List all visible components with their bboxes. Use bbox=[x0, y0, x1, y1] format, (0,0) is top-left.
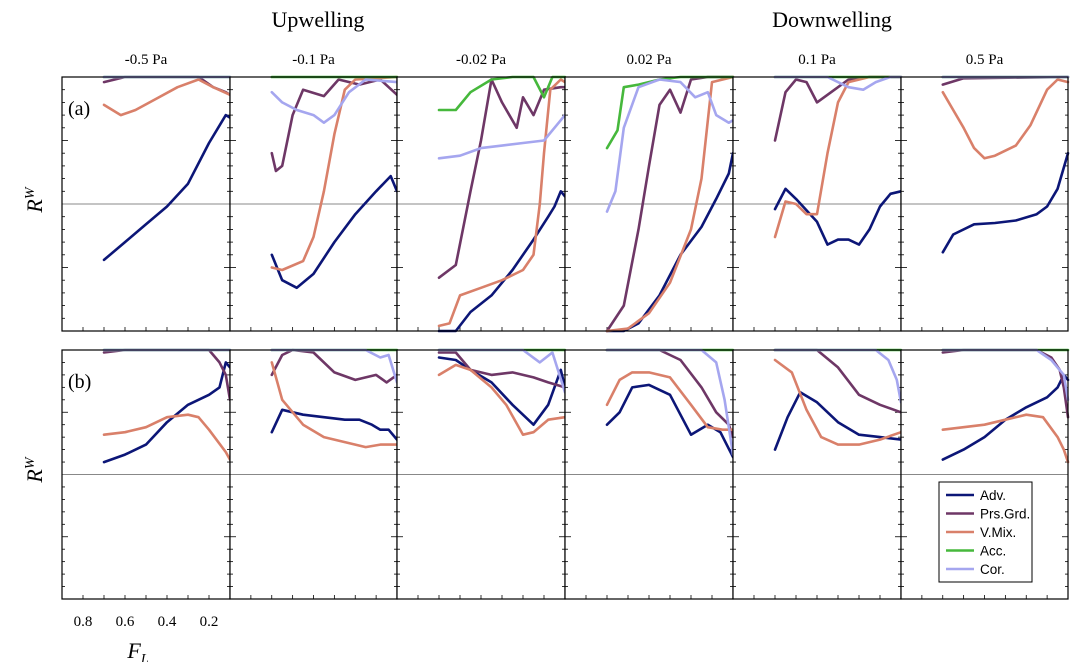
series-line-v-mix bbox=[437, 78, 567, 328]
x-tick-label: 0.6 bbox=[116, 614, 135, 630]
panel-grid: (a) (b) 0.8 0.6 0.4 0.2 bbox=[61, 75, 1070, 630]
legend-label-cor: Cor. bbox=[980, 562, 1005, 577]
series-line-cor bbox=[270, 78, 399, 124]
series-line-prs-grd bbox=[437, 351, 567, 389]
panel-b-0-1-pa bbox=[229, 348, 399, 600]
column-title-0-5-pa: 0.5 Pa bbox=[966, 52, 1004, 68]
panel-frame bbox=[900, 349, 1069, 600]
series-line-v-mix bbox=[941, 413, 1070, 464]
panel-b-0-5-pa: (b) bbox=[61, 348, 232, 600]
column-title-0-1-pa: -0.1 Pa bbox=[292, 52, 335, 68]
series-line-cor bbox=[437, 113, 567, 160]
column-title-0-5-pa: -0.5 Pa bbox=[125, 52, 168, 68]
series-line-v-mix bbox=[102, 78, 232, 117]
series-line-v-mix bbox=[102, 413, 232, 461]
panel-a-0-1-pa bbox=[229, 75, 399, 332]
legend-label-adv: Adv. bbox=[980, 488, 1006, 503]
series-line-v-mix bbox=[605, 371, 735, 431]
series-line-cor bbox=[605, 78, 735, 213]
x-tick-label: 0.8 bbox=[74, 614, 93, 630]
series-line-adv bbox=[270, 174, 399, 290]
series-line-v-mix bbox=[270, 75, 399, 272]
panel-a-0-02-pa bbox=[396, 75, 567, 333]
column-title-0-02-pa: 0.02 Pa bbox=[627, 52, 672, 68]
panel-label: (b) bbox=[68, 371, 91, 393]
column-titles: -0.5 Pa -0.1 Pa -0.02 Pa 0.02 Pa 0.1 Pa 0.5 P… bbox=[125, 52, 1004, 68]
series-line-adv bbox=[437, 356, 567, 426]
panel-a-0-1-pa bbox=[732, 75, 903, 332]
series-line-v-mix bbox=[773, 358, 903, 446]
panel-b-0-02-pa bbox=[564, 348, 735, 600]
y-axis-label-b: RW bbox=[22, 456, 47, 483]
series-line-v-mix bbox=[270, 361, 399, 449]
y-axis-label-a: RW bbox=[22, 186, 47, 213]
series-line-v-mix bbox=[773, 75, 903, 239]
legend-label-v-mix: V.Mix. bbox=[980, 525, 1016, 540]
x-tick-label: 0.2 bbox=[200, 614, 219, 630]
legend-label-prs-grd: Prs.Grd. bbox=[980, 507, 1030, 522]
group-title-downwelling: Downwelling bbox=[772, 7, 892, 32]
panel-a-0-5-pa bbox=[900, 75, 1070, 332]
series-line-v-mix bbox=[941, 78, 1070, 160]
series-line-adv bbox=[102, 113, 232, 262]
series-line-v-mix bbox=[437, 363, 567, 436]
panel-a-0-5-pa: (a) bbox=[61, 75, 232, 332]
column-title-0-02-pa: -0.02 Pa bbox=[456, 52, 506, 68]
series-line-adv bbox=[941, 151, 1070, 254]
group-title-upwelling: Upwelling bbox=[272, 7, 365, 32]
series-line-prs-grd bbox=[270, 78, 399, 173]
panel-b-0-1-pa bbox=[732, 348, 903, 600]
series-line-adv bbox=[437, 190, 567, 333]
series-line-prs-grd bbox=[270, 348, 399, 384]
column-title-0-1-pa: 0.1 Pa bbox=[798, 52, 836, 68]
panel-a-0-02-pa bbox=[564, 75, 735, 333]
series-line-adv bbox=[773, 187, 903, 246]
x-axis-label: FL bbox=[126, 638, 148, 662]
series-line-adv bbox=[773, 391, 903, 451]
x-tick-label: 0.4 bbox=[158, 614, 177, 630]
panel-label: (a) bbox=[68, 98, 90, 120]
legend: Adv. Prs.Grd. V.Mix. Acc. Cor. bbox=[938, 481, 1033, 583]
panel-frame bbox=[900, 76, 1069, 332]
legend-label-acc: Acc. bbox=[980, 544, 1006, 559]
panel-b-0-02-pa bbox=[396, 348, 567, 600]
